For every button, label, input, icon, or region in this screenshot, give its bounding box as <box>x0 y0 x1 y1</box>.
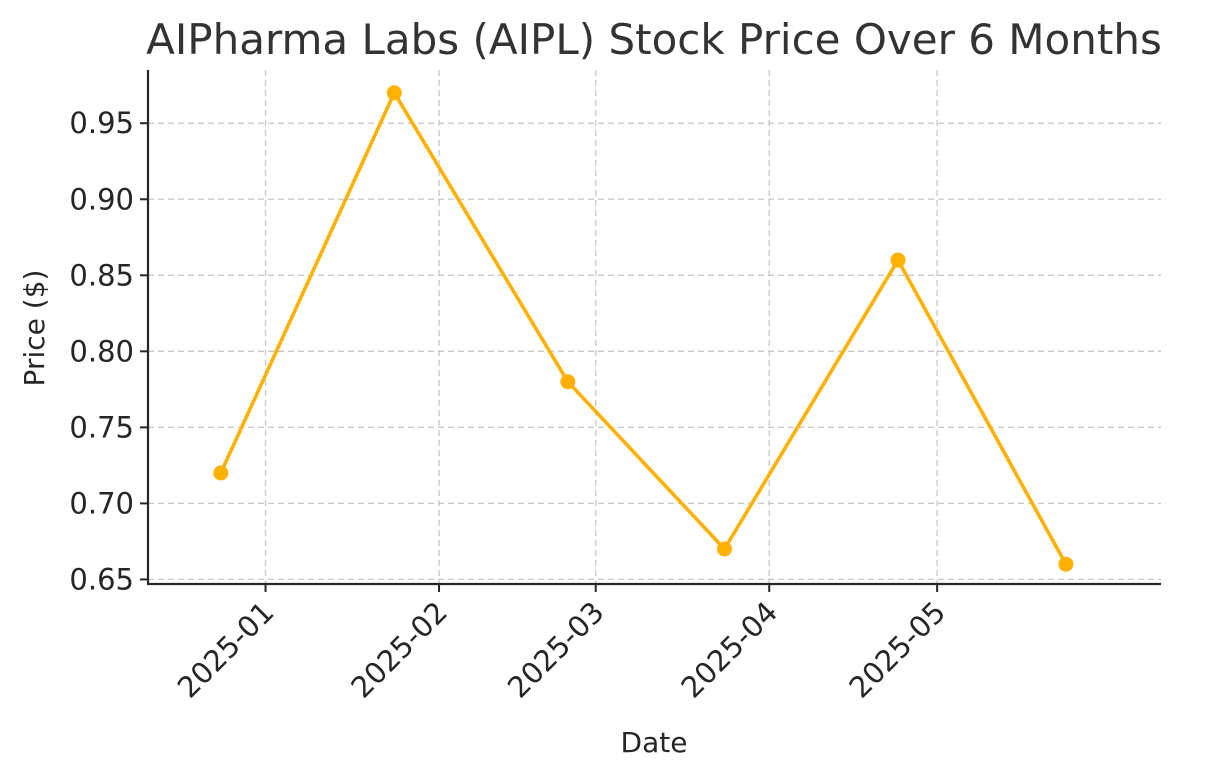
series-price <box>213 85 1074 572</box>
x-tick-label: 2025-02 <box>344 595 454 705</box>
y-tick-label: 0.70 <box>69 486 134 520</box>
x-tick-label: 2025-03 <box>501 595 611 705</box>
y-tick-label: 0.90 <box>69 182 134 216</box>
y-axis-ticks: 0.65 0.70 0.75 0.80 0.85 0.90 0.95 <box>69 106 148 596</box>
series-line <box>219 91 1068 567</box>
y-tick-label: 0.80 <box>69 334 134 368</box>
grid <box>148 70 1161 584</box>
x-axis-ticks: 2025-01 2025-02 2025-03 2025-04 2025-05 <box>171 584 952 705</box>
y-tick-label: 0.75 <box>69 410 134 444</box>
x-tick-label: 2025-05 <box>842 595 952 705</box>
y-tick-label: 0.65 <box>69 562 134 596</box>
x-tick-label: 2025-01 <box>171 595 281 705</box>
x-tick-label: 2025-04 <box>674 595 784 705</box>
x-axis-label: Date <box>621 726 688 759</box>
data-point <box>890 252 906 268</box>
data-point <box>717 541 732 557</box>
data-point <box>560 374 576 390</box>
y-tick-label: 0.95 <box>69 106 134 140</box>
y-tick-label: 0.85 <box>69 258 134 292</box>
y-axis-label: Price ($) <box>18 270 51 387</box>
axes <box>146 70 1161 586</box>
data-point <box>213 465 229 481</box>
data-point <box>386 85 402 101</box>
data-point <box>1058 556 1074 572</box>
chart-title: AIPharma Labs (AIPL) Stock Price Over 6 … <box>146 15 1162 64</box>
